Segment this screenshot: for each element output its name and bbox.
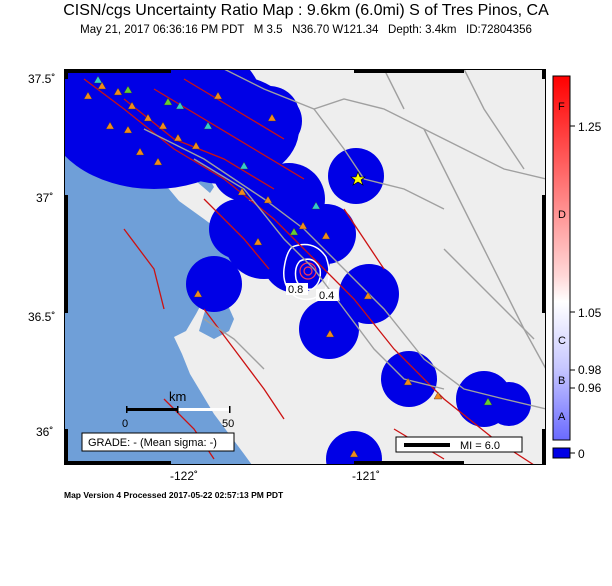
svg-text:0.4: 0.4 [319, 290, 334, 302]
lon-label-121: -121˚ [352, 469, 381, 483]
epicenter-star [350, 171, 366, 186]
mi-legend: MI = 6.0 [395, 436, 523, 453]
contour-label-1: 0.8 [286, 283, 308, 296]
frame-ticks [64, 69, 546, 465]
stations-green [123, 85, 493, 406]
grade-letter-c: C [558, 335, 566, 347]
colorbar: 1.25 1.05 0.98 0.96 0 F D C B A [552, 75, 602, 461]
map-version-footer: Map Version 4 Processed 2017-05-22 02:57… [64, 490, 284, 500]
grade-box: GRADE: - (Mean sigma: -) [81, 432, 235, 452]
svg-text:0.8: 0.8 [288, 284, 303, 296]
grade-letter-d: D [558, 209, 566, 221]
svg-text:MI = 6.0: MI = 6.0 [460, 440, 500, 452]
colorbar-gradient [552, 75, 571, 441]
svg-text:km: km [169, 389, 186, 404]
svg-text:GRADE: - (Mean sigma: -): GRADE: - (Mean sigma: -) [88, 437, 217, 449]
colorbar-label-1-25: 1.25 [578, 120, 602, 134]
lat-label-37: 37˚ [36, 191, 54, 205]
lat-label-36: 36˚ [36, 425, 54, 439]
lat-label-36-5: 36.5˚ [28, 310, 56, 324]
colorbar-label-1-05: 1.05 [578, 306, 602, 320]
stations-cyan [93, 75, 321, 210]
svg-text:50: 50 [222, 418, 234, 430]
scale-bar: km 0 50 [122, 389, 234, 430]
map-title: CISN/cgs Uncertainty Ratio Map : 9.6km (… [63, 2, 549, 19]
grade-letter-f: F [558, 101, 565, 113]
lat-label-37-5: 37.5˚ [28, 72, 56, 86]
lon-label-122: -122˚ [170, 469, 199, 483]
stations-orange [83, 81, 443, 458]
colorbar-label-0-96: 0.96 [578, 381, 602, 395]
colorbar-zero-swatch [552, 447, 571, 459]
contour-label-2: 0.4 [316, 289, 338, 302]
uncertainty-contours [283, 243, 330, 301]
uncertainty-map: 0.8 0.4 km 0 50 GRADE: - (Mean sigma: -)… [64, 69, 546, 465]
colorbar-label-0-98: 0.98 [578, 363, 602, 377]
event-details: May 21, 2017 06:36:16 PM PDT M 3.5 N36.7… [80, 24, 532, 36]
colorbar-label-0: 0 [578, 447, 585, 461]
grade-letter-a: A [558, 411, 566, 423]
svg-text:0: 0 [122, 418, 128, 430]
grade-letter-b: B [558, 375, 565, 387]
